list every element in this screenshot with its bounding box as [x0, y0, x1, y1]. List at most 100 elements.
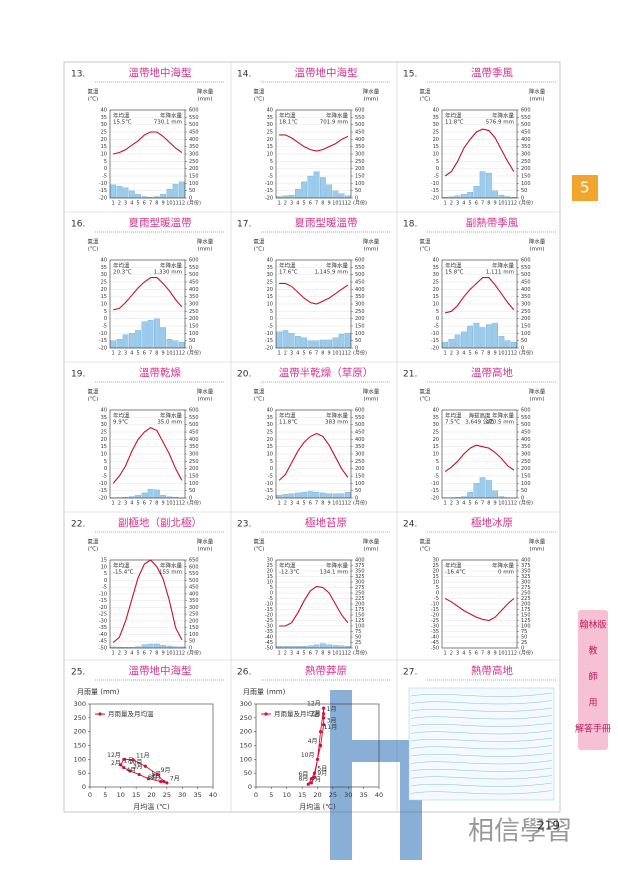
precip-bar	[339, 194, 344, 198]
x-axis-unit: (月份)	[519, 500, 533, 507]
y-tick-label: 15	[101, 558, 107, 564]
annual-precip: 134.1 mm	[320, 570, 348, 576]
y2-axis-label: 降水量	[363, 238, 380, 246]
y-tick-label: 0	[270, 166, 273, 172]
x-tick-label: 1	[444, 651, 447, 657]
y2-tick-label: 75	[521, 629, 527, 635]
precip-bar	[345, 196, 350, 198]
series-point	[165, 781, 168, 784]
series-point	[138, 773, 141, 776]
y2-axis-label: 降水量	[363, 88, 380, 96]
y-tick-label: -10	[431, 331, 439, 337]
y-axis-label: 氣溫	[87, 388, 99, 396]
x-axis-unit: (月份)	[519, 650, 533, 657]
x-tick-label: 3	[290, 651, 293, 657]
y-tick-label: 40	[433, 258, 439, 264]
y2-tick-label: 350	[355, 444, 365, 450]
y2-tick-label: 150	[355, 324, 365, 330]
y2-tick-label: 400	[189, 287, 199, 293]
precip-bar	[467, 192, 472, 198]
x-tick-label: 6	[309, 351, 312, 357]
y2-tick-label: 50	[355, 338, 361, 344]
y-tick-label: 15	[101, 294, 107, 300]
precip-bar	[295, 493, 300, 498]
x-tick-label: 9	[494, 351, 497, 357]
y2-tick-label: 600	[355, 108, 365, 114]
panel-number: 22.	[71, 520, 85, 530]
y2-tick-label: 150	[521, 174, 531, 180]
annual-temp: 15.8℃	[445, 269, 463, 276]
y2-tick-label: 600	[521, 408, 531, 414]
precip-bar	[326, 340, 331, 348]
y2-tick-label: 500	[189, 122, 199, 128]
x-tick-label: 9	[162, 351, 165, 357]
x-tick-label: 12	[345, 351, 351, 357]
y2-tick-label: 550	[355, 115, 365, 121]
panel-number: 21.	[403, 370, 417, 380]
y-tick-label: 30	[267, 558, 273, 564]
x-tick-label: 20	[147, 791, 155, 799]
panel-title: 溫帶半乾燥（草原）	[279, 366, 374, 379]
y-tick-label: 30	[433, 122, 439, 128]
y-tick-label: 15	[433, 144, 439, 150]
annual-temp-label: 年均溫	[279, 562, 296, 570]
x-tick-label: 6	[475, 651, 478, 657]
y2-tick-label: 550	[521, 115, 531, 121]
precip-bar	[160, 327, 165, 348]
y2-tick-label: 175	[521, 607, 531, 613]
y-axis-label: 月雨量 (mm)	[243, 688, 286, 696]
y-tick-label: -20	[99, 346, 107, 352]
x-tick-label: 2	[450, 351, 453, 357]
y2-tick-label: 375	[355, 563, 365, 569]
legend-label: 月雨量及月均溫	[108, 709, 154, 718]
y2-tick-label: 200	[355, 316, 365, 322]
y2-tick-label: 250	[355, 159, 365, 165]
y2-tick-label: 500	[355, 422, 365, 428]
y2-tick-label: 125	[521, 618, 531, 624]
y-tick-label: 20	[101, 437, 107, 443]
panel-number: 13.	[71, 70, 85, 80]
y2-tick-label: 400	[521, 437, 531, 443]
y-tick-label: 20	[101, 137, 107, 143]
precip-bar	[314, 172, 319, 198]
y-axis-unit: (℃)	[88, 246, 98, 253]
y2-tick-label: 75	[355, 629, 361, 635]
y-tick-label: 100	[240, 755, 252, 763]
y2-tick-label: 100	[355, 331, 365, 337]
y2-axis-unit: (mm)	[197, 97, 212, 103]
panel-number: 19.	[71, 370, 85, 380]
x-tick-label: 8	[487, 651, 490, 657]
y-axis-unit: (℃)	[254, 396, 264, 403]
y-tick-label: -20	[265, 346, 273, 352]
panel-title: 溫帶地中海型	[129, 66, 192, 79]
y2-tick-label: 250	[355, 591, 365, 597]
y-tick-label: 15	[433, 444, 439, 450]
x-tick-label: 30	[344, 791, 352, 799]
annual-precip-label: 年降水量	[160, 262, 183, 270]
y2-tick-label: 150	[355, 174, 365, 180]
y2-tick-label: 50	[189, 639, 195, 645]
y2-tick-label: 600	[355, 258, 365, 264]
y2-tick-label: 550	[355, 265, 365, 271]
y2-tick-label: 50	[521, 188, 527, 194]
precip-bar	[326, 185, 331, 198]
y2-tick-label: 200	[521, 316, 531, 322]
x-tick-label: 2	[118, 351, 121, 357]
y-tick-label: -15	[99, 188, 107, 194]
precip-bar	[167, 646, 172, 648]
x-tick-label: 12	[345, 501, 351, 507]
annual-precip: 730.1 mm	[154, 120, 182, 126]
y-tick-label: 35	[433, 115, 439, 121]
y2-axis-label: 降水量	[197, 88, 214, 96]
x-tick-label: 1	[444, 201, 447, 207]
y2-tick-label: 600	[521, 108, 531, 114]
annual-temp: 11.8℃	[279, 419, 297, 426]
x-tick-label: 12	[179, 351, 185, 357]
y-tick-label: 10	[267, 580, 273, 586]
precip-bar	[167, 339, 172, 348]
y2-tick-label: 400	[355, 437, 365, 443]
x-axis-unit: (月份)	[187, 500, 201, 507]
x-tick-label: 6	[309, 651, 312, 657]
annual-precip-label: 年降水量	[326, 112, 349, 120]
y2-tick-label: 300	[189, 152, 199, 158]
